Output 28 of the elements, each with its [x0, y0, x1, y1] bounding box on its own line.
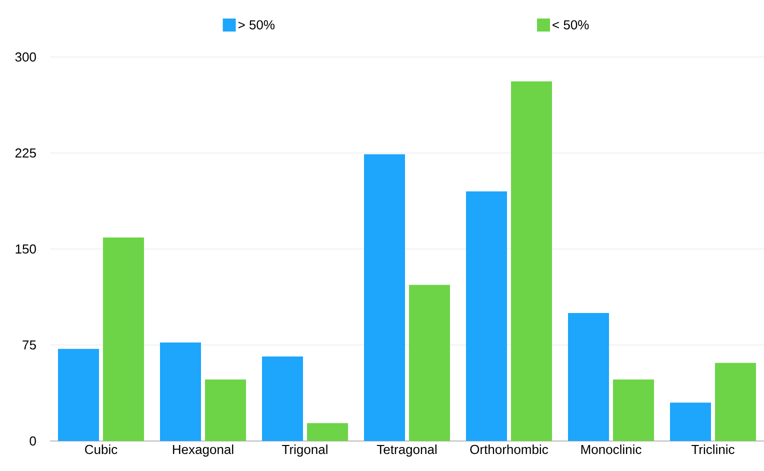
bar	[58, 348, 99, 441]
bar	[364, 154, 406, 441]
legend-label: < 50%	[552, 20, 589, 30]
bar	[409, 284, 450, 441]
x-tick-label: Cubic	[85, 444, 118, 454]
bar	[670, 402, 712, 441]
y-tick-label: 150	[16, 244, 36, 254]
bar	[160, 342, 201, 441]
bar	[466, 191, 508, 441]
legend-label: > 50%	[238, 20, 275, 30]
x-tick-label: Triclinic	[692, 444, 734, 454]
y-tick-label: 75	[22, 340, 36, 350]
x-tick-label: Orthorhombic	[470, 444, 548, 454]
y-tick-label: 225	[15, 148, 36, 158]
bar	[205, 380, 246, 441]
y-tick-label: 300	[15, 52, 36, 62]
bar	[307, 423, 348, 441]
bar	[715, 362, 756, 441]
bar	[613, 380, 654, 441]
x-tick-label: Tetragonal	[376, 444, 436, 457]
bar	[103, 237, 144, 441]
y-tick-label: 0	[30, 436, 36, 446]
bar	[568, 313, 610, 441]
bar	[511, 81, 552, 441]
x-tick-label: Hexagonal	[172, 444, 234, 457]
bar	[262, 356, 303, 441]
x-tick-label: Monoclinic	[581, 444, 642, 454]
x-tick-label: Trigonal	[282, 444, 328, 457]
